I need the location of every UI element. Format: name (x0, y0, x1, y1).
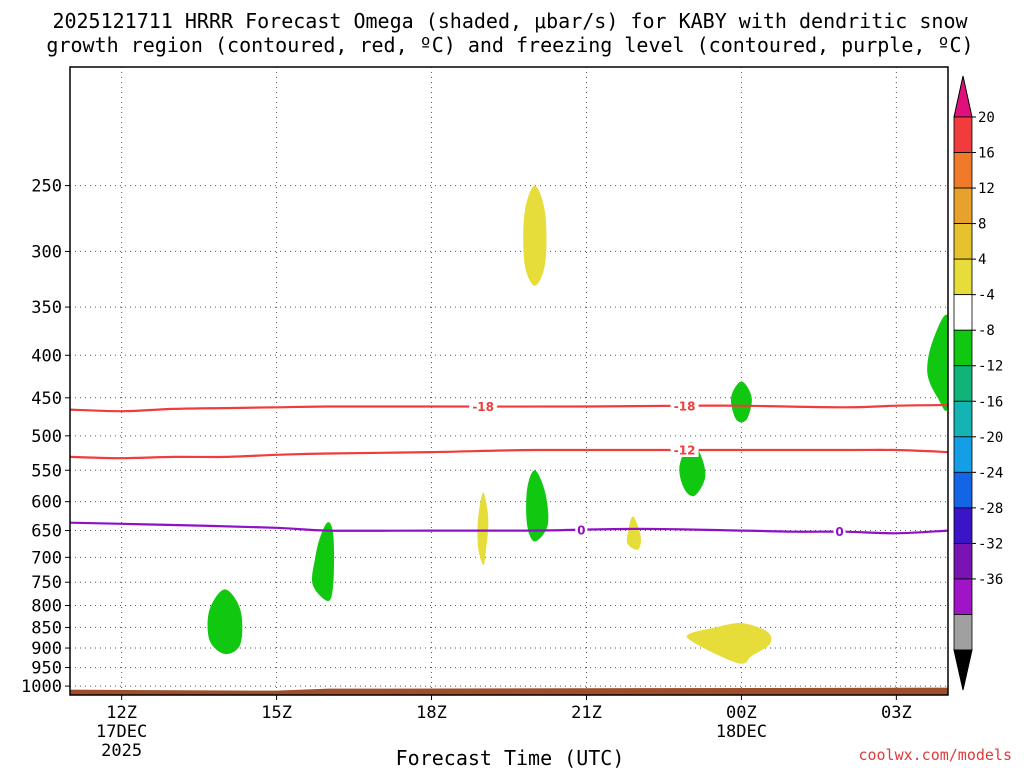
y-tick-label: 350 (31, 298, 62, 318)
x-tick-label: 18Z (416, 703, 447, 723)
chart-title-line-2: growth region (contoured, red, ºC) and f… (46, 33, 973, 57)
colorbar-bin (953, 152, 973, 189)
y-tick-label: 550 (31, 461, 62, 481)
x-tick-label: 00Z (726, 703, 757, 723)
colorbar-label: -20 (978, 430, 1003, 446)
colorbar-bin (953, 471, 973, 509)
y-tick-label: 700 (31, 548, 62, 568)
omega-region (686, 623, 772, 664)
omega-region (477, 492, 489, 566)
y-tick-label: 450 (31, 389, 62, 409)
y-tick-label: 900 (31, 639, 62, 659)
colorbar-bin (953, 187, 973, 224)
contour-line-0 (70, 521, 948, 535)
contour-label-bg (469, 399, 498, 414)
x-tick-label: 12Z (106, 703, 137, 723)
y-tick-label: 650 (31, 522, 62, 542)
contour-label-bg (833, 524, 846, 539)
x-tick-label: 03Z (881, 703, 912, 723)
axes: 2503003504004505005506006507007508008509… (21, 66, 949, 761)
contour-label-bg (670, 398, 699, 413)
y-tick-label: 1000 (21, 677, 62, 697)
colorbar-bin (953, 436, 973, 473)
plot-content: -18 -18 -12 0 0 (70, 67, 948, 695)
contour-label: -12 (674, 444, 696, 458)
omega-region (730, 381, 752, 423)
colorbar: 20 16 12 8 4 -4 -8 -12 -16 -20 -24 -28 -32 -36 (953, 75, 1003, 691)
colorbar-bin (953, 400, 973, 438)
colorbar-bottom-arrow (953, 649, 973, 691)
omega-region (312, 522, 335, 602)
y-tick-label: 250 (31, 177, 62, 197)
chart-title-line-1: 2025121711 HRRR Forecast Omega (shaded, … (52, 9, 968, 33)
contour-label: -18 (472, 400, 494, 414)
omega-region (626, 516, 641, 550)
omega-region (927, 314, 948, 411)
colorbar-label: -28 (978, 501, 1003, 517)
omega-region (207, 589, 243, 655)
x-tick-date: 18DEC (716, 722, 767, 742)
plot-frame (69, 66, 949, 696)
colorbar-label: 16 (978, 146, 995, 162)
colorbar-label: 20 (978, 110, 995, 126)
y-tick-label: 400 (31, 346, 62, 366)
colorbar-label: -16 (978, 394, 1003, 410)
colorbar-bin (953, 543, 973, 580)
colorbar-label: -32 (978, 536, 1003, 552)
omega-region (523, 185, 547, 286)
contour-label: -18 (674, 399, 696, 413)
contour-label: 0 (835, 525, 843, 539)
x-tick-year: 2025 (101, 741, 142, 761)
colorbar-label: 8 (978, 217, 986, 233)
x-tick-label: 21Z (571, 703, 602, 723)
colorbar-bin (953, 365, 973, 402)
colorbar-label: 4 (978, 252, 986, 268)
y-tick-label: 750 (31, 573, 62, 593)
contour-label-bg (575, 522, 588, 537)
plot-area: -18 -18 -12 0 0 (70, 67, 948, 695)
colorbar-label: 12 (978, 181, 995, 197)
colorbar-label: -8 (978, 323, 995, 339)
y-tick-label: 300 (31, 242, 62, 262)
colorbar-bin (953, 329, 973, 367)
credit-link[interactable]: coolwx.com/models (858, 746, 1012, 764)
colorbar-bin (953, 116, 973, 153)
y-tick-label: 800 (31, 597, 62, 617)
colorbar-bin (953, 223, 973, 260)
x-tick-label: 15Z (261, 703, 292, 723)
colorbar-bin (953, 258, 973, 296)
colorbar-bin (953, 507, 973, 544)
colorbar-label: -36 (978, 572, 1003, 588)
y-tick-label: 950 (31, 659, 62, 679)
x-axis-label: Forecast Time (UTC) (396, 746, 625, 768)
colorbar-bin (953, 294, 973, 331)
ground-surface (70, 687, 948, 695)
contour-line--18 (70, 403, 948, 413)
colorbar-label: -4 (978, 288, 995, 304)
colorbar-bin (953, 614, 973, 651)
colorbar-top-arrow (953, 75, 973, 118)
colorbar-bin (953, 578, 973, 615)
contour-line--12 (70, 448, 948, 460)
y-tick-label: 600 (31, 493, 62, 513)
colorbar-label: -24 (978, 465, 1003, 481)
y-tick-label: 500 (31, 427, 62, 447)
contour-label-bg (670, 443, 699, 458)
omega-region (526, 470, 549, 542)
x-tick-date: 17DEC (96, 722, 147, 742)
colorbar-label: -12 (978, 359, 1003, 375)
contour-label: 0 (577, 523, 585, 537)
y-tick-label: 850 (31, 618, 62, 638)
